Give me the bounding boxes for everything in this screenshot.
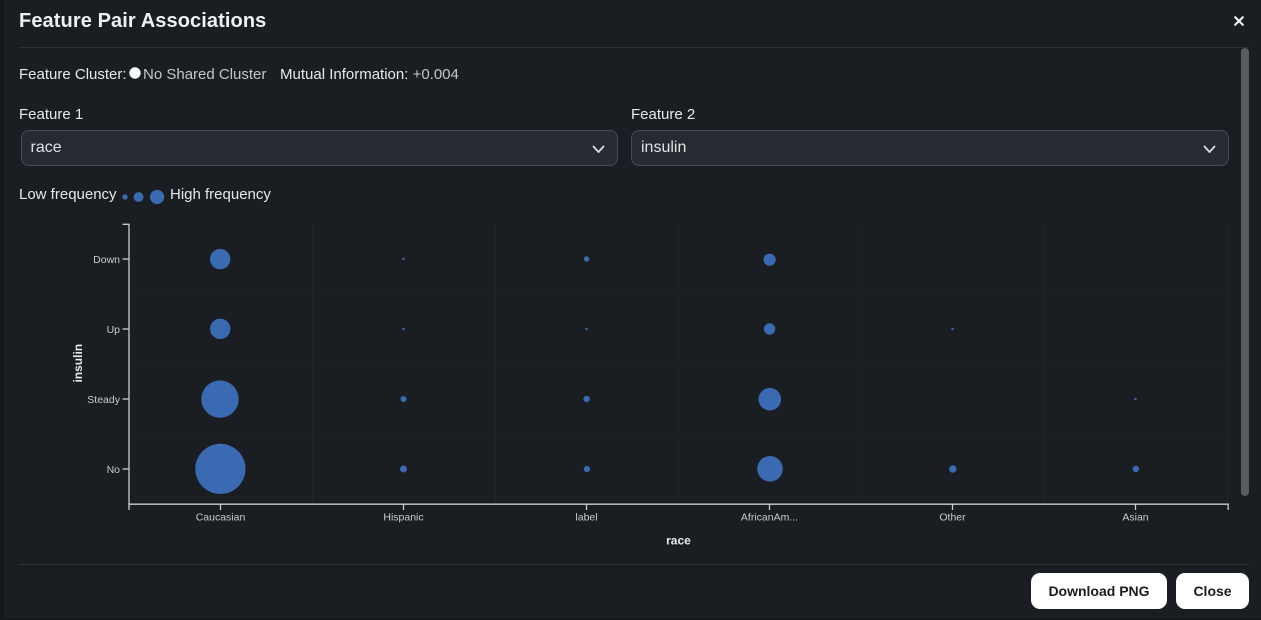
svg-text:Hispanic: Hispanic <box>383 511 423 523</box>
svg-text:AfricanAm...: AfricanAm... <box>741 511 798 523</box>
svg-text:label: label <box>575 511 597 523</box>
svg-text:Asian: Asian <box>1122 511 1148 523</box>
svg-text:No: No <box>107 464 121 476</box>
svg-text:Steady: Steady <box>87 394 120 406</box>
svg-text:Down: Down <box>93 254 120 266</box>
svg-text:Other: Other <box>939 511 966 523</box>
svg-text:insulin: insulin <box>71 344 85 383</box>
svg-text:race: race <box>666 534 691 548</box>
svg-text:Caucasian: Caucasian <box>196 511 246 523</box>
svg-text:Up: Up <box>107 324 121 336</box>
